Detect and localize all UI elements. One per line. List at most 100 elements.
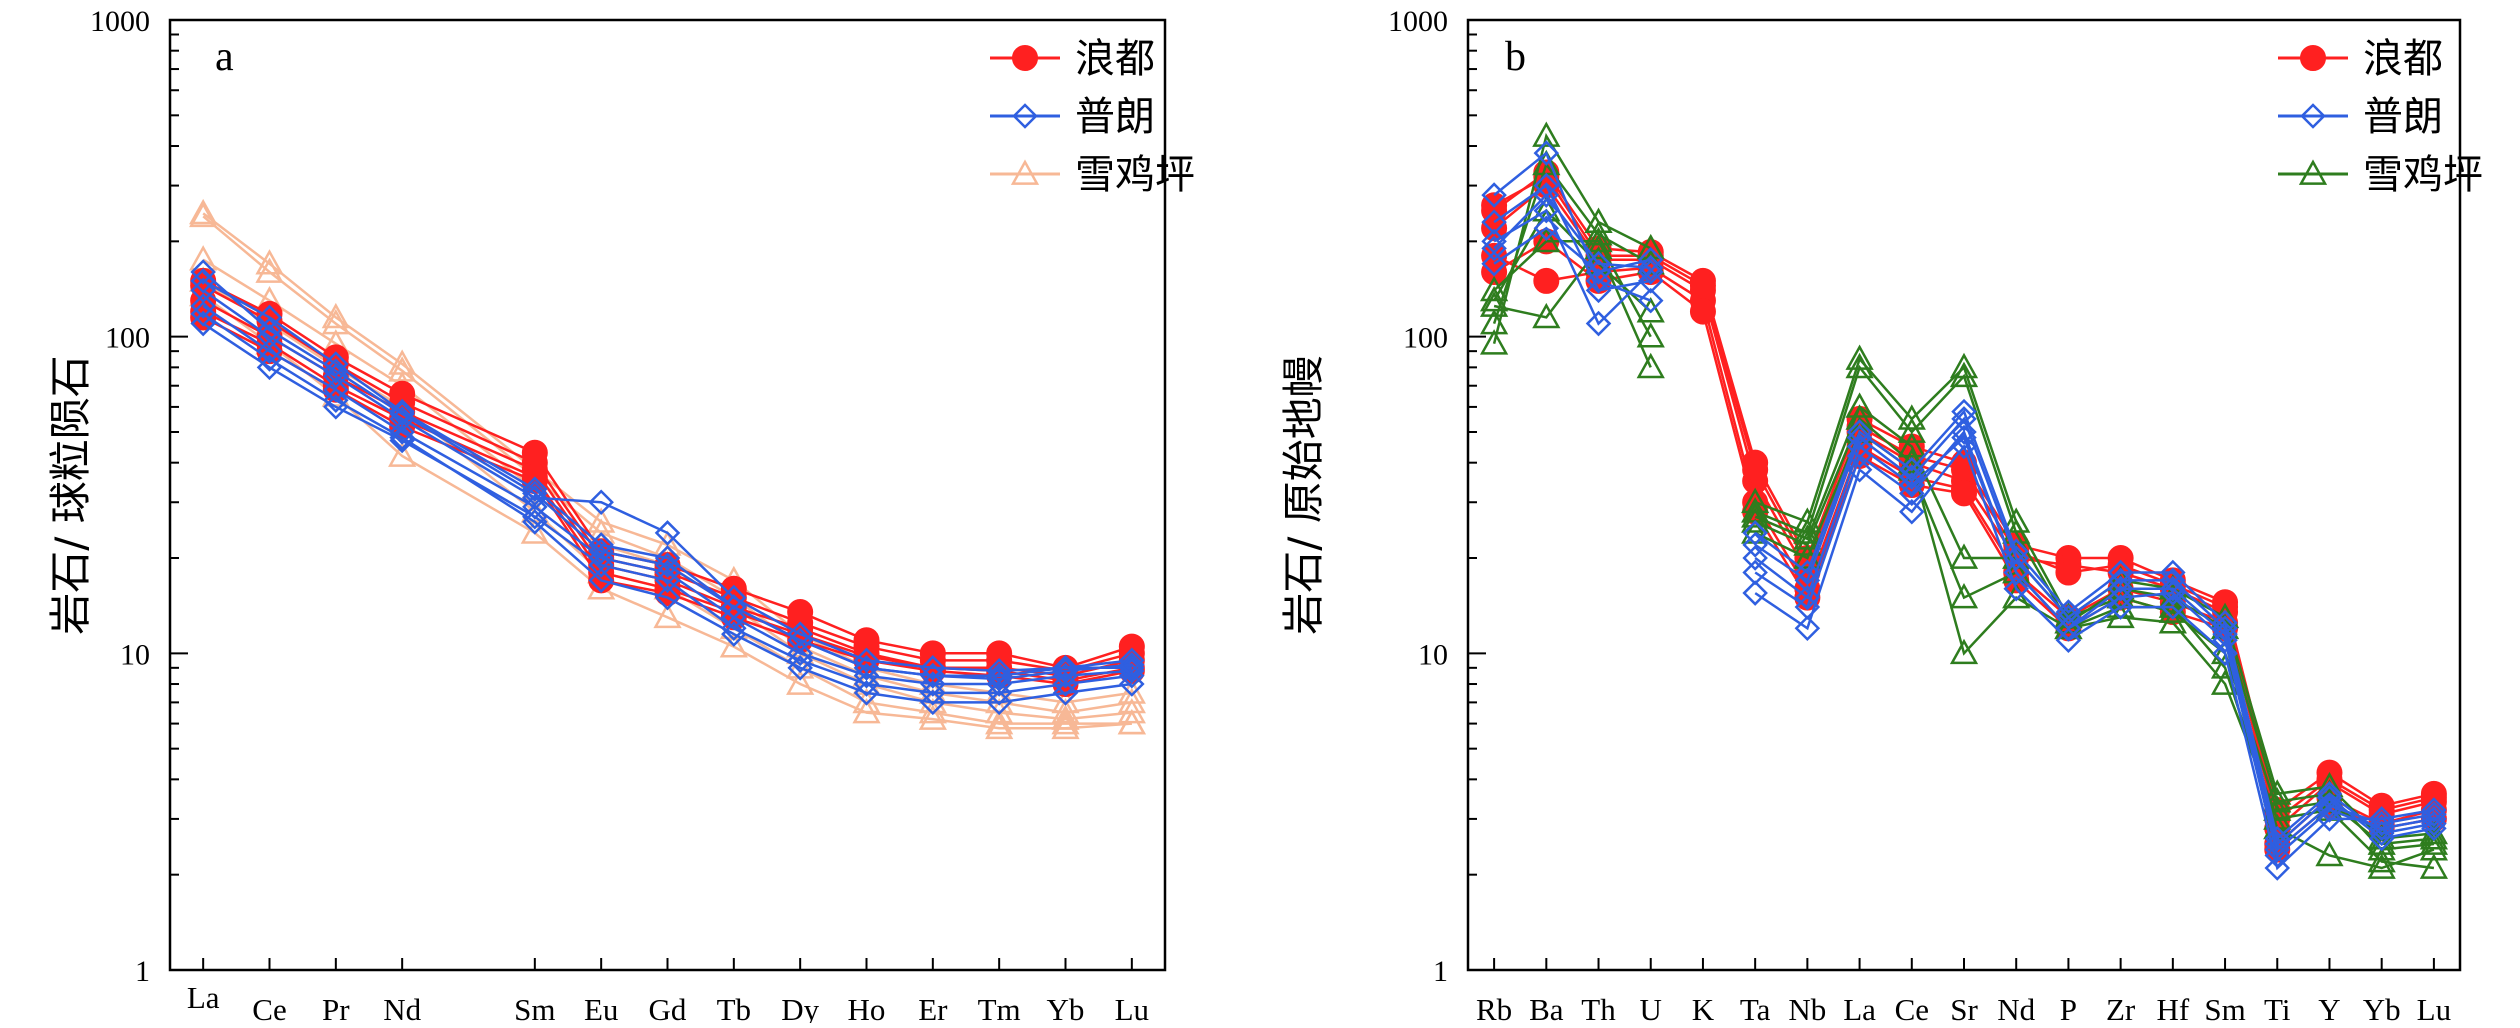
data-point-diamond <box>2212 609 2238 636</box>
data-point-triangle <box>1949 582 1979 609</box>
data-point-diamond <box>2368 825 2395 852</box>
data-point-diamond <box>787 621 813 647</box>
data-point-diamond <box>2055 627 2082 653</box>
y-tick-label: 10 <box>120 638 150 671</box>
data-point-diamond <box>721 621 747 647</box>
data-point-circle <box>2300 45 2326 71</box>
data-point-diamond <box>721 594 747 620</box>
legend-label: 普朗 <box>2363 94 2443 140</box>
x-tick-label-K: K <box>1692 992 1715 1023</box>
data-point-diamond <box>522 509 548 535</box>
data-point-diamond <box>2003 538 2029 565</box>
data-point-diamond <box>1052 680 1079 706</box>
legend-label: 浪都 <box>1075 36 1155 82</box>
data-point-diamond <box>1846 433 1873 460</box>
data-point-diamond <box>2160 575 2186 602</box>
data-point-diamond <box>522 484 548 511</box>
data-point-triangle <box>1949 543 1979 569</box>
data-point-circle <box>1689 272 1716 299</box>
data-point-diamond <box>1637 255 1664 281</box>
chart-panel-a: 1 10 100 1000 La Ce Pr Nd Sm Eu Gd Tb Dy Ho Er Tm Yb Lu 岩石… <box>46 5 1195 1027</box>
data-point-diamond <box>389 419 415 445</box>
x-tick-label-La: La <box>187 980 220 1015</box>
data-point-diamond <box>1533 140 1560 166</box>
data-point-triangle <box>1949 638 1979 665</box>
data-point-diamond <box>920 689 946 716</box>
data-point-triangle <box>189 201 218 228</box>
data-point-diamond <box>256 317 283 343</box>
data-point-triangle <box>852 698 881 724</box>
data-point-triangle <box>1845 352 1874 379</box>
series-1 <box>1481 140 2447 881</box>
data-point-triangle <box>388 356 417 382</box>
data-point-diamond <box>1794 584 1821 611</box>
data-point-diamond <box>2421 797 2447 823</box>
data-point-circle <box>389 380 416 407</box>
data-point-diamond <box>588 489 614 516</box>
data-point-diamond <box>2160 594 2186 620</box>
data-point-diamond <box>2316 784 2343 811</box>
data-point-diamond <box>2055 599 2082 625</box>
data-point-circle <box>1012 45 1038 71</box>
x-tick-label-Dy: Dy <box>781 992 819 1023</box>
data-point-triangle <box>1584 233 1613 260</box>
data-point-diamond <box>721 584 747 611</box>
data-point-triangle <box>1117 709 1146 735</box>
data-point-diamond <box>2316 797 2343 823</box>
series-line <box>1493 151 2435 871</box>
data-point-diamond <box>853 655 880 681</box>
x-tick-label-Yb: Yb <box>2363 992 2401 1023</box>
data-point-diamond <box>1637 287 1664 314</box>
data-point-triangle <box>918 704 947 730</box>
data-point-diamond <box>986 658 1012 684</box>
data-point-diamond <box>389 424 415 451</box>
y-tick-label: 1 <box>1433 955 1448 988</box>
series-line <box>202 212 1132 704</box>
data-point-triangle <box>2419 824 2449 850</box>
data-point-diamond <box>787 627 813 653</box>
data-point-diamond <box>588 538 614 565</box>
data-point-circle <box>2055 559 2082 586</box>
data-point-triangle <box>1051 698 1080 724</box>
data-point-diamond <box>1585 250 1612 277</box>
data-point-diamond <box>853 680 880 706</box>
data-point-diamond <box>1585 277 1612 304</box>
x-tick-label-Ba: Ba <box>1529 992 1564 1023</box>
x-tick-label-Yb: Yb <box>1047 992 1085 1023</box>
data-point-triangle <box>1949 361 1979 388</box>
x-tick-label-Th: Th <box>1581 992 1616 1023</box>
y-tick-label: 1000 <box>90 5 150 38</box>
data-point-diamond <box>1742 520 1768 546</box>
legend-entry-2: 雪鸡坪 <box>990 152 1195 198</box>
data-point-diamond <box>1481 182 1507 208</box>
data-point-circle <box>720 575 747 602</box>
legend-entry-1: 普朗 <box>2278 94 2443 140</box>
data-point-diamond <box>1794 559 1821 586</box>
data-point-diamond <box>787 640 813 667</box>
x-tick-label-U: U <box>1640 992 1662 1023</box>
data-point-circle <box>1533 267 1560 294</box>
data-point-diamond <box>1533 215 1560 242</box>
data-point-diamond <box>654 584 681 611</box>
data-point-triangle <box>1051 709 1080 735</box>
data-point-diamond <box>1794 615 1821 642</box>
data-point-triangle <box>1010 159 1040 185</box>
x-tick-label-Sm: Sm <box>2204 992 2245 1023</box>
data-point-triangle <box>1897 431 1926 458</box>
y-tick-label: 1 <box>135 955 150 988</box>
data-point-diamond <box>323 358 349 384</box>
data-point-triangle <box>1793 524 1822 550</box>
data-point-diamond <box>1899 498 1925 525</box>
data-point-diamond <box>1742 559 1768 586</box>
data-point-triangle <box>1479 329 1509 355</box>
series-line <box>1493 254 2435 847</box>
data-point-circle <box>1689 298 1716 325</box>
data-point-diamond <box>190 259 216 285</box>
x-tick-label-Nd: Nd <box>1997 992 2035 1023</box>
panel-label: b <box>1505 34 1526 80</box>
x-tick-label-Y: Y <box>2318 992 2340 1023</box>
data-point-diamond <box>1119 652 1145 678</box>
data-point-triangle <box>918 698 947 724</box>
series-line <box>1493 193 2435 841</box>
